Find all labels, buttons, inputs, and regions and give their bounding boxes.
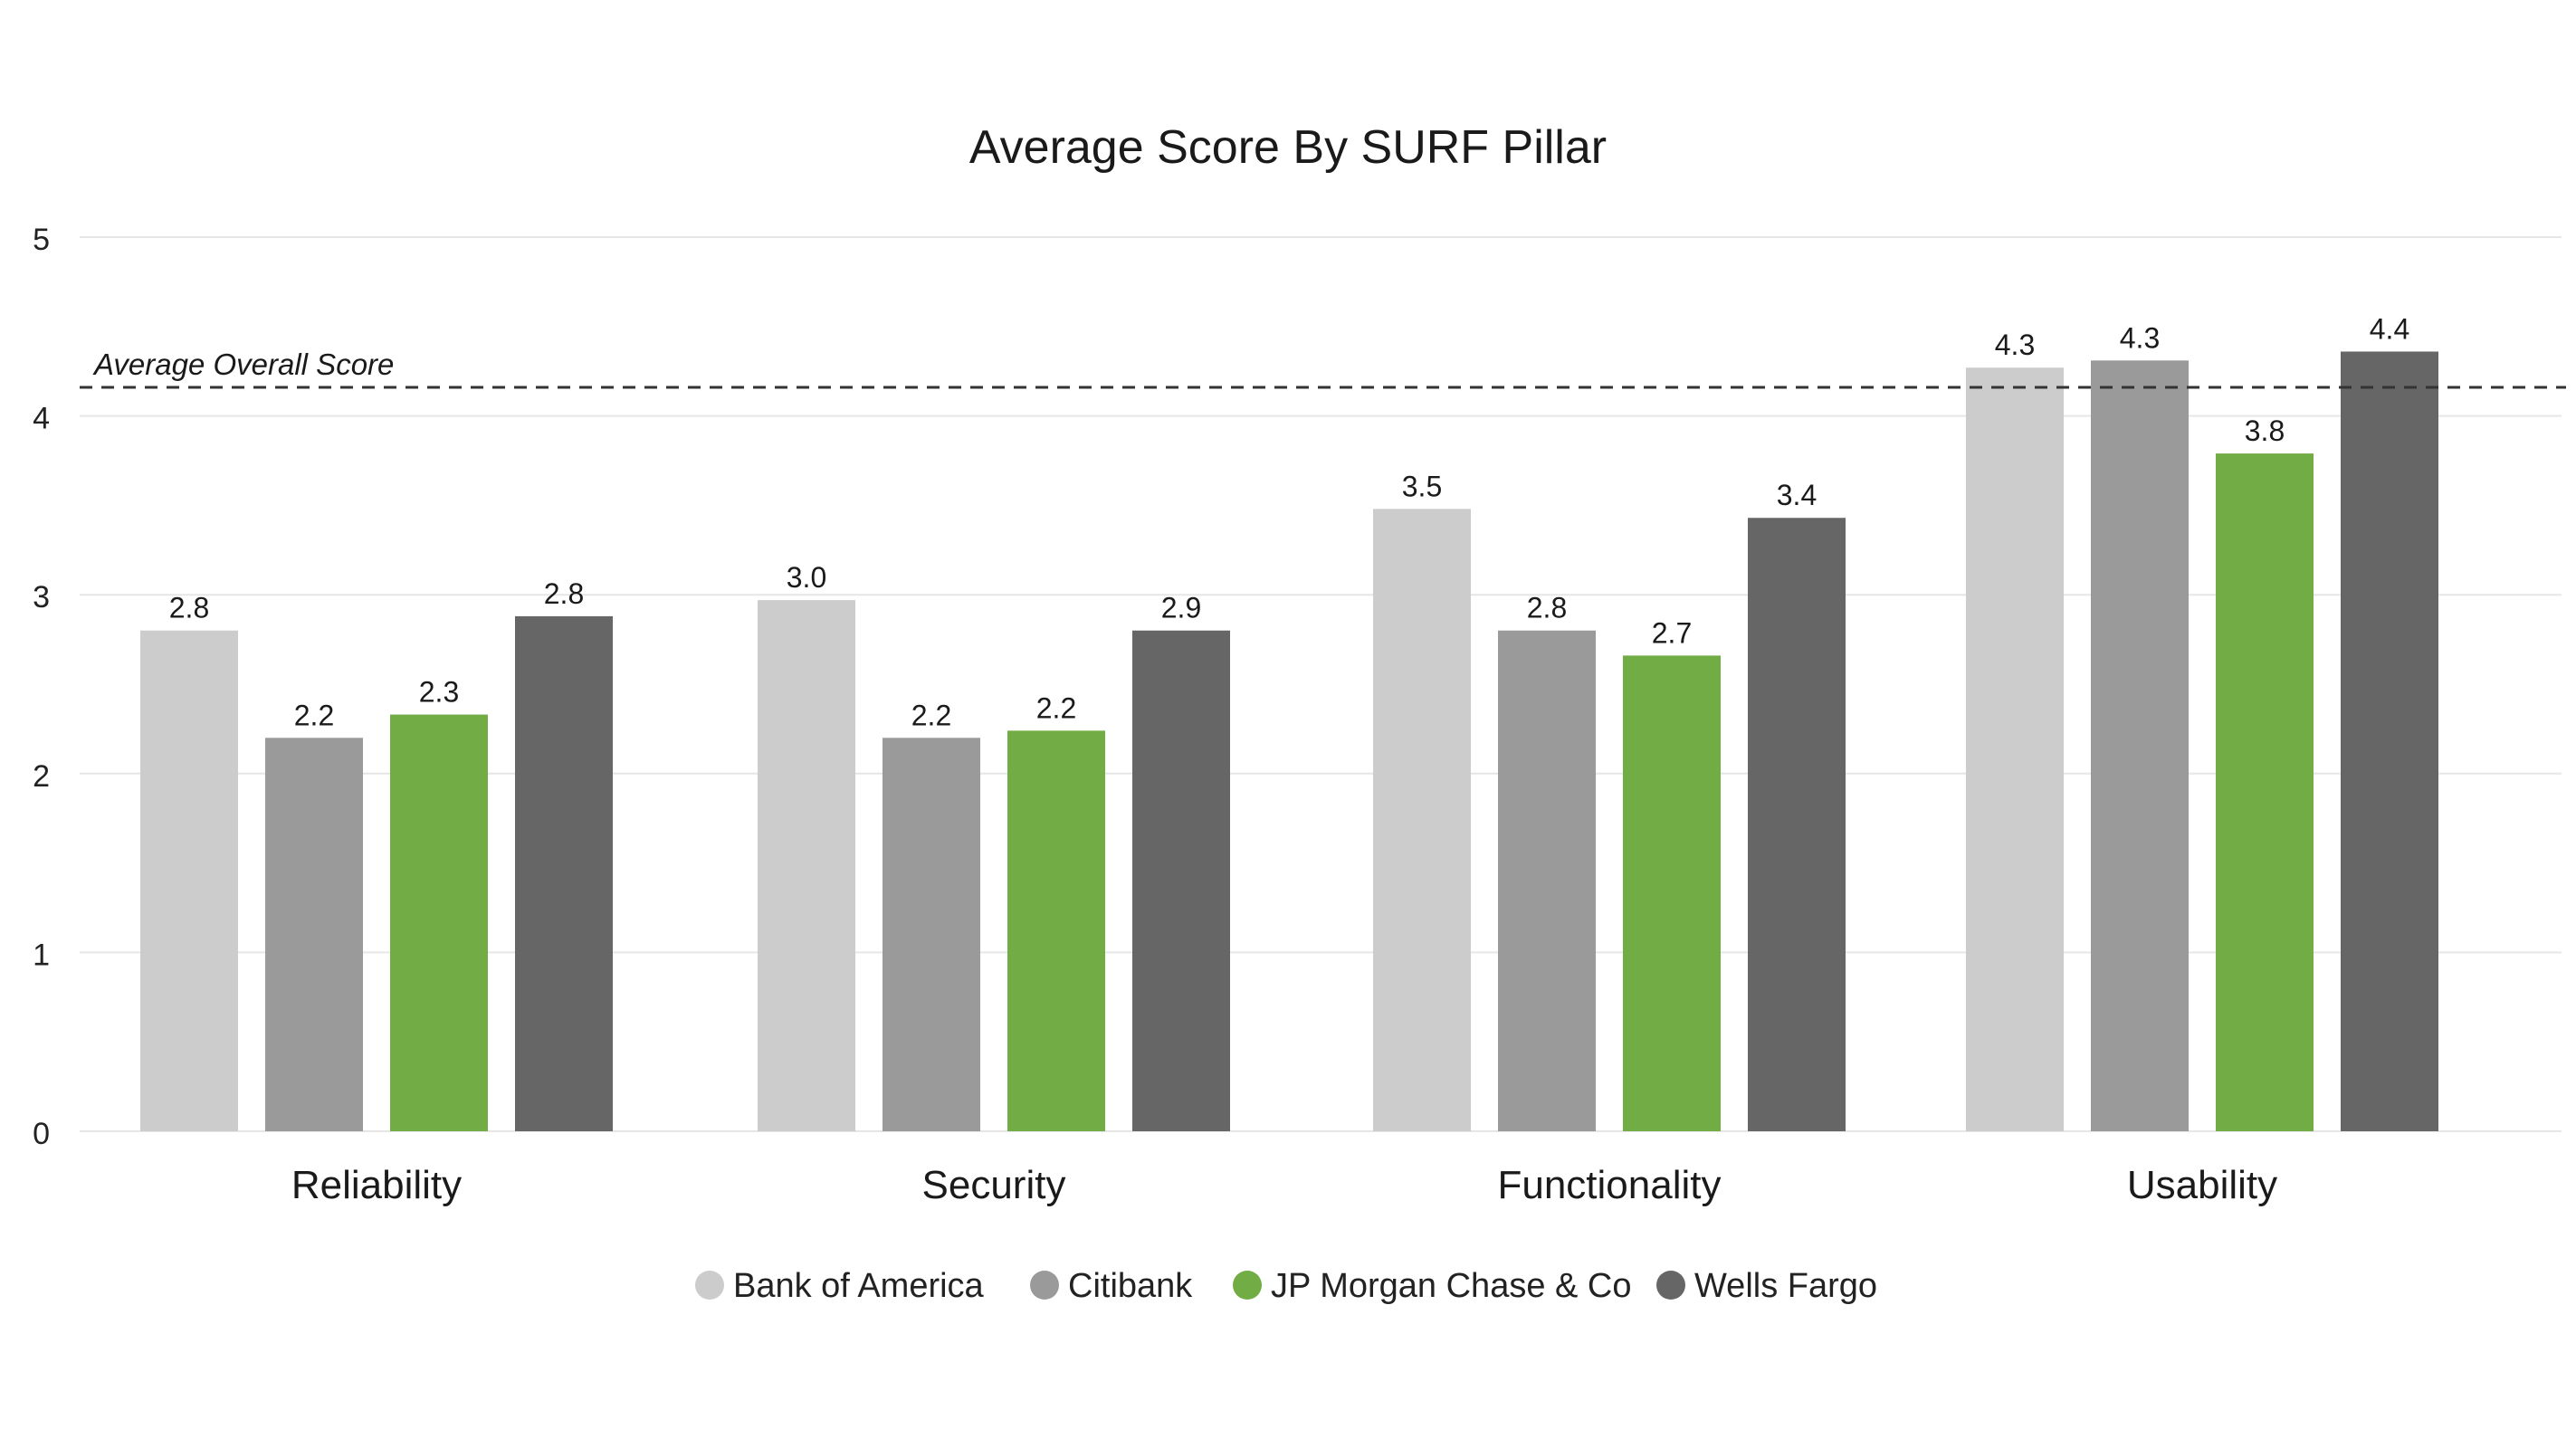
bar: [1498, 630, 1596, 1131]
y-tick-label: 4: [33, 402, 50, 436]
legend-item: Wells Fargo: [1656, 1267, 1877, 1305]
legend-marker: [1233, 1271, 1262, 1300]
y-tick-label: 2: [33, 759, 50, 794]
data-label: 3.5: [1402, 470, 1442, 502]
legend: Bank of America Citibank JP Morgan Chase &…: [695, 1267, 1877, 1305]
data-label: 2.2: [1036, 691, 1076, 724]
legend-label: JP Morgan Chase & Co: [1271, 1267, 1632, 1305]
legend-label: Wells Fargo: [1694, 1267, 1877, 1305]
y-tick-label: 1: [33, 938, 50, 972]
bar: [1623, 655, 1721, 1131]
bar: [2091, 360, 2189, 1131]
legend-marker: [695, 1271, 724, 1300]
legend-marker: [1656, 1271, 1685, 1300]
bar: [758, 600, 855, 1131]
data-label: 2.8: [544, 577, 584, 610]
bar: [390, 714, 488, 1131]
x-tick-label: Reliability: [291, 1163, 462, 1207]
bar: [1748, 518, 1846, 1131]
data-label: 2.7: [1652, 616, 1692, 649]
legend-item: JP Morgan Chase & Co: [1233, 1267, 1632, 1305]
data-label: 2.2: [911, 699, 951, 731]
legend-item: Bank of America: [695, 1267, 985, 1305]
bar: [140, 630, 238, 1131]
x-tick-label: Functionality: [1497, 1163, 1721, 1207]
legend-item: Citibank: [1030, 1267, 1193, 1305]
bar: [1007, 730, 1105, 1131]
data-label: 2.3: [419, 676, 459, 709]
bar: [515, 615, 613, 1131]
data-label: 4.4: [2370, 312, 2409, 345]
legend-marker: [1030, 1271, 1059, 1300]
data-label: 2.8: [169, 592, 209, 624]
y-axis: 0 1 2 3 4 5: [33, 223, 50, 1151]
legend-label: Bank of America: [733, 1267, 985, 1305]
bars: 2.8 3.0 3.5 4.3 2.2 2.2 2.8 4.3 2.3 2.2 2.7 3.8 2.8 2…: [140, 312, 2438, 1131]
bar: [883, 738, 980, 1131]
x-axis: Reliability Security Functionality Usabilit…: [291, 1163, 2277, 1207]
y-tick-label: 3: [33, 580, 50, 614]
data-label: 3.8: [2245, 414, 2285, 447]
reference-line: Average Overall Score: [80, 348, 2566, 389]
data-label: 4.3: [1995, 329, 2035, 361]
reference-line-label: Average Overall Score: [92, 348, 394, 381]
bar: [2341, 351, 2438, 1131]
x-tick-label: Security: [922, 1163, 1066, 1207]
bar: [265, 738, 363, 1131]
data-label: 2.9: [1161, 592, 1201, 624]
legend-label: Citibank: [1068, 1267, 1193, 1305]
data-label: 3.0: [787, 561, 826, 594]
bar: [1966, 367, 2064, 1131]
data-label: 4.3: [2120, 321, 2160, 354]
bar: [1373, 509, 1471, 1131]
data-label: 2.8: [1527, 592, 1567, 624]
y-tick-label: 5: [33, 223, 50, 257]
data-label: 2.2: [294, 699, 334, 731]
chart-title: Average Score By SURF Pillar: [969, 121, 1607, 174]
y-tick-label: 0: [33, 1117, 50, 1151]
data-label: 3.4: [1777, 479, 1817, 511]
bar: [1132, 630, 1230, 1131]
x-tick-label: Usability: [2127, 1163, 2277, 1207]
bar: [2216, 453, 2314, 1131]
